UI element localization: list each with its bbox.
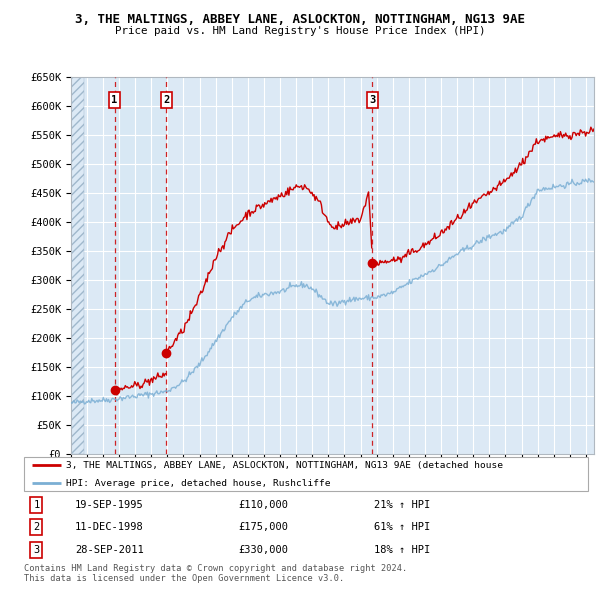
Text: HPI: Average price, detached house, Rushcliffe: HPI: Average price, detached house, Rush… — [66, 479, 331, 488]
Text: 3: 3 — [370, 95, 376, 105]
Text: 3, THE MALTINGS, ABBEY LANE, ASLOCKTON, NOTTINGHAM, NG13 9AE (detached house: 3, THE MALTINGS, ABBEY LANE, ASLOCKTON, … — [66, 461, 503, 470]
Text: 3, THE MALTINGS, ABBEY LANE, ASLOCKTON, NOTTINGHAM, NG13 9AE: 3, THE MALTINGS, ABBEY LANE, ASLOCKTON, … — [75, 13, 525, 26]
Text: 11-DEC-1998: 11-DEC-1998 — [75, 522, 143, 532]
Bar — [115, 77, 166, 454]
Text: 1: 1 — [33, 500, 40, 510]
Text: 28-SEP-2011: 28-SEP-2011 — [75, 545, 143, 555]
Text: £110,000: £110,000 — [238, 500, 289, 510]
Text: Contains HM Land Registry data © Crown copyright and database right 2024.
This d: Contains HM Land Registry data © Crown c… — [24, 564, 407, 584]
Text: 2: 2 — [163, 95, 170, 105]
Text: Price paid vs. HM Land Registry's House Price Index (HPI): Price paid vs. HM Land Registry's House … — [115, 26, 485, 36]
Text: 3: 3 — [33, 545, 40, 555]
Text: 19-SEP-1995: 19-SEP-1995 — [75, 500, 143, 510]
Text: 18% ↑ HPI: 18% ↑ HPI — [374, 545, 430, 555]
Text: £175,000: £175,000 — [238, 522, 289, 532]
Text: 2: 2 — [33, 522, 40, 532]
Text: 61% ↑ HPI: 61% ↑ HPI — [374, 522, 430, 532]
Text: 1: 1 — [112, 95, 118, 105]
FancyBboxPatch shape — [24, 457, 588, 491]
Text: 21% ↑ HPI: 21% ↑ HPI — [374, 500, 430, 510]
Text: £330,000: £330,000 — [238, 545, 289, 555]
